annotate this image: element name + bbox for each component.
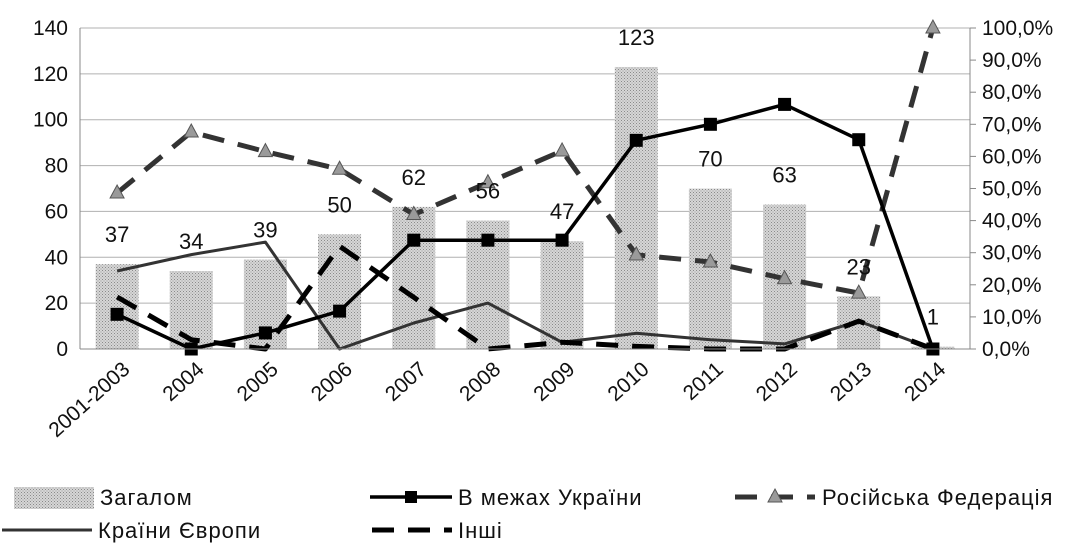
legend-label: Інші xyxy=(458,518,503,543)
y-right-tick-label: 0,0% xyxy=(982,338,1030,361)
bars-group xyxy=(95,66,955,349)
bar-2011 xyxy=(688,188,732,349)
legend-label: Загалом xyxy=(100,485,193,510)
x-tick-label: 2004 xyxy=(158,357,208,406)
bar-data-label: 50 xyxy=(327,192,351,217)
y-right-tick-label: 40,0% xyxy=(982,210,1042,233)
series-1-marker xyxy=(850,284,867,299)
series-0-marker xyxy=(407,233,421,247)
bar-data-label: 63 xyxy=(772,163,796,188)
series-0-marker xyxy=(555,233,569,247)
series-1-marker xyxy=(405,205,422,221)
series-line-3 xyxy=(115,243,934,352)
y-right-tick-label: 80,0% xyxy=(982,81,1042,104)
bar-data-label: 47 xyxy=(550,199,574,224)
bar-2006 xyxy=(318,234,362,349)
y-right-tick-label: 20,0% xyxy=(982,274,1042,297)
y-left-tick-label: 140 xyxy=(33,17,68,40)
x-tick-label: 2009 xyxy=(529,358,579,406)
y-left-tick-label: 40 xyxy=(45,246,68,269)
series-line-1 xyxy=(115,27,936,296)
series-line-0 xyxy=(116,102,935,351)
y-left-tick-label: 100 xyxy=(33,109,68,132)
y-left-tick-label: 20 xyxy=(45,292,68,315)
series-0-marker xyxy=(852,133,866,147)
legend-label: Російська Федерація xyxy=(822,485,1053,510)
x-tick-label: 2007 xyxy=(381,358,431,406)
x-tick-label: 2010 xyxy=(603,358,653,406)
series-0-marker xyxy=(481,233,495,247)
bar-data-label: 70 xyxy=(698,147,722,172)
data-labels-group: 37 34 39 50 62 56 47 123 70 63 23 1 xyxy=(105,25,939,330)
x-tick-label: 2005 xyxy=(233,358,283,406)
y-right-tick-label: 70,0% xyxy=(982,113,1042,136)
bar-data-label: 39 xyxy=(253,218,277,243)
bar-2007 xyxy=(392,206,436,349)
y-left-tick-label: 80 xyxy=(45,155,68,178)
x-tick-label: 2011 xyxy=(679,358,728,405)
y-right-tick-label: 60,0% xyxy=(982,145,1042,168)
y-right-tick-label: 50,0% xyxy=(982,178,1042,201)
series-1-marker xyxy=(702,252,719,268)
legend-swatch-bar xyxy=(14,487,94,509)
lines-group xyxy=(109,18,941,356)
legend-label: В межах України xyxy=(458,485,643,510)
series-0-marker xyxy=(778,97,792,111)
bar-2009 xyxy=(540,241,584,349)
bar-data-label: 123 xyxy=(618,25,655,50)
series-0-marker xyxy=(629,133,643,147)
x-tick-label: 2013 xyxy=(826,358,876,406)
series-1-marker xyxy=(776,269,793,285)
legend-label: Країни Європи xyxy=(98,518,261,543)
x-tick-label: 2014 xyxy=(900,357,950,406)
bar-data-label: 37 xyxy=(105,222,129,247)
legend: Загалом В межах України Російська Федераці… xyxy=(2,485,1053,543)
legend-swatch-marker xyxy=(767,487,783,503)
bar-2010 xyxy=(614,66,658,349)
series-1-marker xyxy=(925,18,941,34)
y-right-tick-label: 30,0% xyxy=(982,242,1042,265)
series-0-marker xyxy=(333,304,347,318)
series-1-marker xyxy=(554,141,570,157)
bar-2004 xyxy=(169,271,213,349)
y-left-tick-label: 120 xyxy=(33,63,68,86)
y-left-tick-label: 0 xyxy=(56,338,68,361)
series-1-marker xyxy=(480,173,496,189)
series-0-marker xyxy=(258,326,272,340)
series-1-marker xyxy=(109,183,125,199)
bar-data-label: 56 xyxy=(476,179,500,204)
bar-data-label: 23 xyxy=(847,254,871,279)
bar-data-label: 1 xyxy=(927,305,939,330)
series-0-marker xyxy=(703,117,717,131)
bar-data-label: 34 xyxy=(179,229,203,254)
series-line-2 xyxy=(116,240,934,351)
series-1-marker xyxy=(331,160,348,175)
y-right-tick-label: 90,0% xyxy=(982,49,1042,72)
series-0-marker xyxy=(110,307,124,321)
y-right-tick-label: 10,0% xyxy=(982,306,1042,329)
y-right-tick-label: 100,0% xyxy=(982,17,1053,40)
series-1-marker xyxy=(183,122,200,138)
x-tick-label: 2006 xyxy=(307,358,357,406)
gridlines xyxy=(80,27,970,350)
series-1-marker xyxy=(628,245,645,261)
x-tick-label: 2012 xyxy=(752,358,802,406)
y-left-tick-label: 60 xyxy=(45,200,68,223)
bar-data-label: 62 xyxy=(402,165,426,190)
legend-swatch-marker xyxy=(405,491,417,503)
series-1-marker xyxy=(257,142,274,158)
x-tick-label: 2008 xyxy=(455,358,505,406)
x-tick-label: 2001-2003 xyxy=(44,358,134,442)
